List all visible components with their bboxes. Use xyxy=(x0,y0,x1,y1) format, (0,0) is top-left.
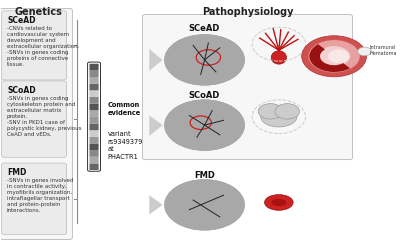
Text: Common
evidence: Common evidence xyxy=(107,102,141,116)
FancyBboxPatch shape xyxy=(90,123,99,130)
FancyBboxPatch shape xyxy=(90,130,99,137)
Circle shape xyxy=(318,46,350,66)
Circle shape xyxy=(258,104,283,119)
Text: FMD: FMD xyxy=(194,171,215,180)
Text: -SNVs in genes involved
in contractile activity,
myofibrils organization,
intraf: -SNVs in genes involved in contractile a… xyxy=(7,178,73,213)
Text: SCoAD: SCoAD xyxy=(8,86,36,95)
Text: -SNVs in genes coding
cytoskeleton protein and
extracellular matrix
protein.
-SN: -SNVs in genes coding cytoskeleton prote… xyxy=(7,96,81,137)
Polygon shape xyxy=(149,115,163,136)
Polygon shape xyxy=(149,195,163,215)
Text: SCeAD: SCeAD xyxy=(189,24,220,33)
Circle shape xyxy=(308,40,360,73)
FancyBboxPatch shape xyxy=(2,81,67,157)
Circle shape xyxy=(165,100,244,150)
FancyBboxPatch shape xyxy=(90,157,99,164)
Wedge shape xyxy=(309,44,350,72)
FancyBboxPatch shape xyxy=(90,64,99,70)
FancyBboxPatch shape xyxy=(90,84,99,90)
FancyBboxPatch shape xyxy=(2,163,67,234)
Ellipse shape xyxy=(271,51,286,64)
Ellipse shape xyxy=(271,199,286,206)
Circle shape xyxy=(275,104,300,119)
Polygon shape xyxy=(149,49,163,71)
Circle shape xyxy=(358,47,372,56)
Text: -CNVs related to
cardiovascular system
development and
extracellular organizatio: -CNVs related to cardiovascular system d… xyxy=(7,26,79,67)
FancyBboxPatch shape xyxy=(0,9,72,239)
Circle shape xyxy=(164,35,244,85)
FancyBboxPatch shape xyxy=(90,163,99,170)
FancyBboxPatch shape xyxy=(2,11,67,80)
FancyBboxPatch shape xyxy=(90,104,99,110)
FancyBboxPatch shape xyxy=(90,110,99,117)
FancyBboxPatch shape xyxy=(90,70,99,77)
Text: Intramural
Hematoma: Intramural Hematoma xyxy=(370,45,397,56)
Text: FMD: FMD xyxy=(8,168,27,177)
FancyBboxPatch shape xyxy=(90,97,99,104)
Text: Pathophysiology: Pathophysiology xyxy=(203,7,294,17)
Ellipse shape xyxy=(261,106,297,127)
Circle shape xyxy=(302,36,366,77)
Circle shape xyxy=(164,100,244,150)
Text: variant
rs9349379
at
PHACTR1: variant rs9349379 at PHACTR1 xyxy=(107,131,143,160)
FancyBboxPatch shape xyxy=(90,137,99,143)
FancyBboxPatch shape xyxy=(90,143,99,150)
Circle shape xyxy=(328,50,349,63)
Text: SCeAD: SCeAD xyxy=(8,16,36,25)
FancyBboxPatch shape xyxy=(142,15,352,160)
FancyBboxPatch shape xyxy=(90,90,99,97)
FancyBboxPatch shape xyxy=(90,77,99,84)
Ellipse shape xyxy=(264,195,293,210)
Text: SCoAD: SCoAD xyxy=(189,91,220,100)
Circle shape xyxy=(165,35,244,85)
Circle shape xyxy=(165,180,244,230)
Text: Genetics: Genetics xyxy=(15,7,63,17)
Circle shape xyxy=(164,180,244,230)
FancyBboxPatch shape xyxy=(90,150,99,157)
FancyBboxPatch shape xyxy=(90,117,99,123)
